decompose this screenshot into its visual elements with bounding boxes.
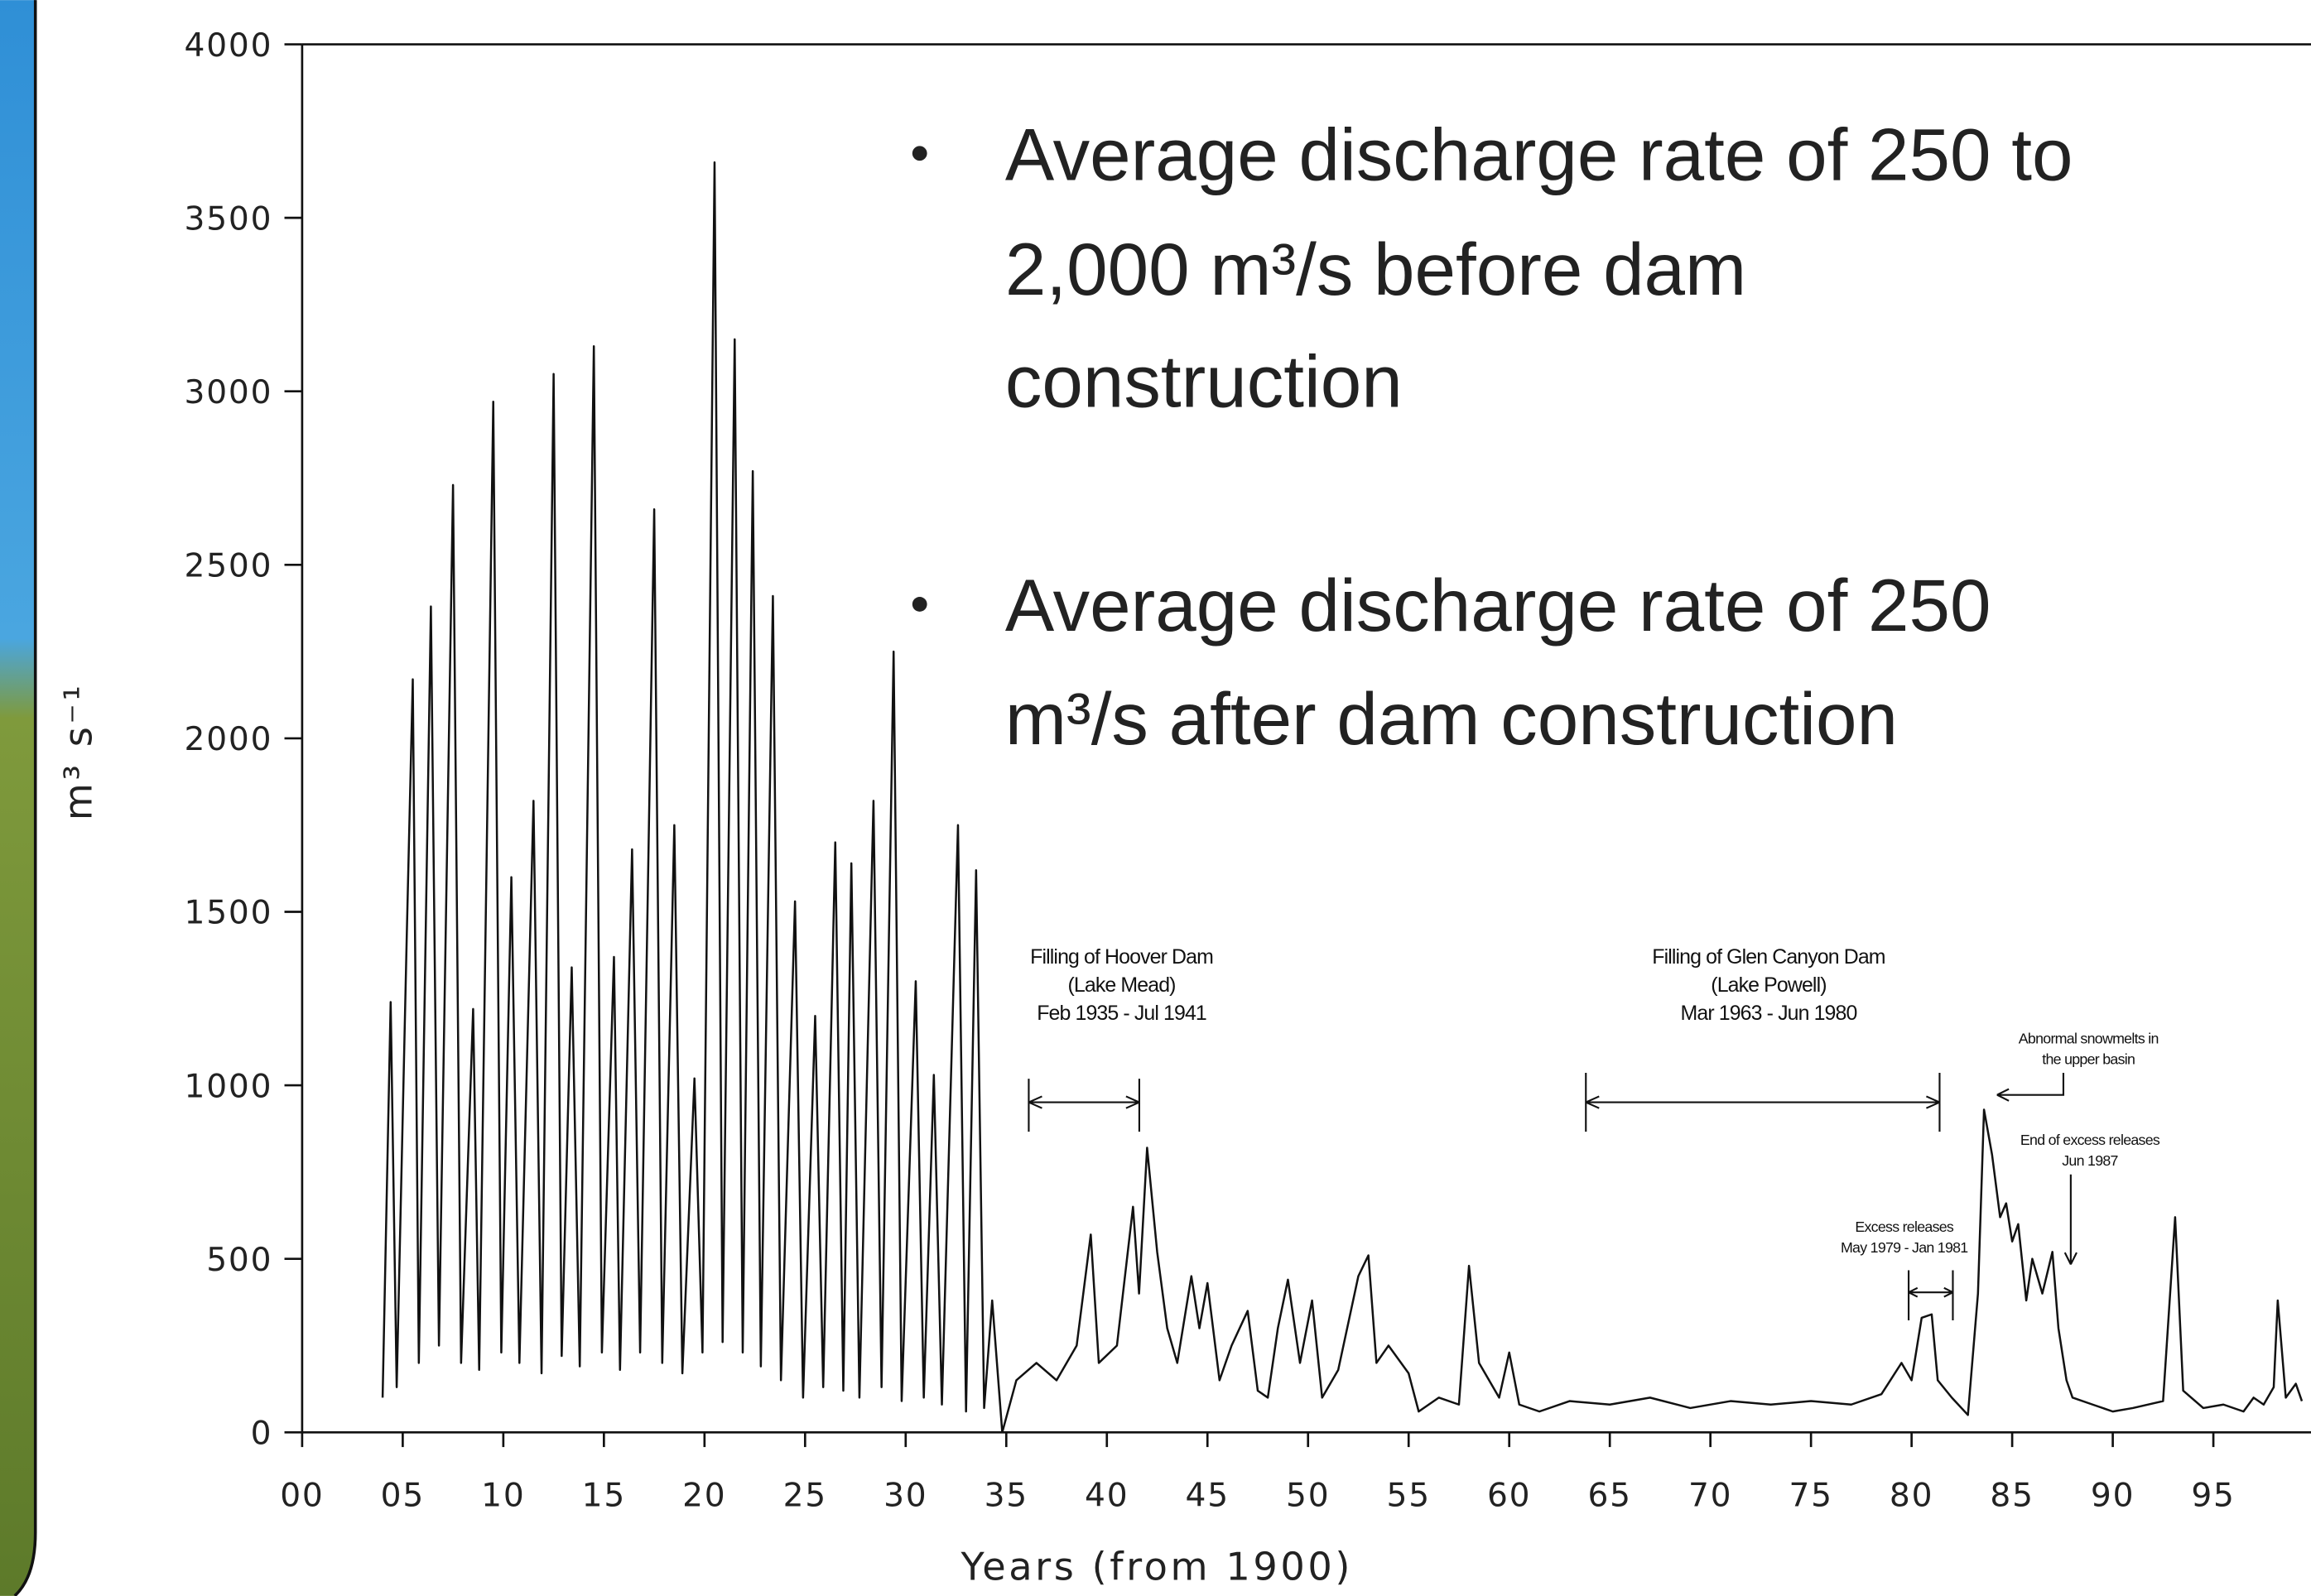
annotation-arrow bbox=[1028, 1079, 1140, 1132]
bullet-line: Average discharge rate of 250 to bbox=[1005, 113, 2073, 195]
x-tick-label: 60 bbox=[1487, 1477, 1531, 1514]
annotation: Mar 1963 - Jun 1980 bbox=[1681, 1002, 1857, 1025]
y-tick-label: 2500 bbox=[185, 548, 273, 585]
y-tick-label: 4000 bbox=[185, 27, 273, 65]
annotation-arrow bbox=[1996, 1072, 2065, 1102]
bullet-dot bbox=[912, 597, 927, 612]
annotation: Feb 1935 - Jul 1941 bbox=[1037, 1002, 1206, 1025]
x-tick-label: 75 bbox=[1789, 1477, 1832, 1514]
x-tick-label: 55 bbox=[1387, 1477, 1431, 1514]
x-tick-label: 15 bbox=[582, 1477, 626, 1514]
annotation: Filling of Hoover Dam bbox=[1030, 945, 1213, 969]
x-tick-label: 05 bbox=[381, 1477, 425, 1514]
x-tick-label: 10 bbox=[481, 1477, 525, 1514]
x-tick-label: 65 bbox=[1587, 1477, 1631, 1514]
x-tick-label: 25 bbox=[783, 1477, 827, 1514]
x-axis-title: Years (from 1900) bbox=[961, 1544, 1353, 1589]
x-tick-label: 85 bbox=[1990, 1477, 2034, 1514]
y-tick-label: 3000 bbox=[185, 374, 273, 411]
y-axis-title: m³ s⁻¹ bbox=[55, 683, 100, 821]
y-tick-label: 1500 bbox=[185, 895, 273, 932]
bullet-line: 2,000 m³/s before dam bbox=[1005, 228, 1746, 310]
bullet-line: m³/s after dam construction bbox=[1005, 677, 1898, 760]
annotation: Filling of Glen Canyon Dam bbox=[1652, 945, 1885, 969]
annotation: May 1979 - Jan 1981 bbox=[1841, 1239, 1968, 1256]
x-tick-label: 35 bbox=[985, 1477, 1028, 1514]
annotation: the upper basin bbox=[2042, 1050, 2135, 1067]
annotation: Jun 1987 bbox=[2062, 1152, 2117, 1169]
annotation: Excess releases bbox=[1855, 1219, 1954, 1235]
annotation-arrow bbox=[1907, 1270, 1954, 1321]
y-tick-label: 0 bbox=[251, 1416, 273, 1453]
x-tick-label: 50 bbox=[1286, 1477, 1330, 1514]
annotation: (Lake Mead) bbox=[1068, 973, 1176, 997]
x-tick-label: 70 bbox=[1688, 1477, 1732, 1514]
discharge-line bbox=[381, 161, 2304, 1434]
annotation-arrow bbox=[1585, 1072, 1941, 1132]
annotation: Abnormal snowmelts in bbox=[2019, 1030, 2159, 1046]
x-tick-label: 20 bbox=[682, 1477, 726, 1514]
bullet-line: construction bbox=[1005, 339, 1403, 422]
x-tick-label: 30 bbox=[883, 1477, 927, 1514]
y-tick-label: 500 bbox=[206, 1242, 272, 1279]
bullet-dot bbox=[912, 146, 927, 161]
annotation: End of excess releases bbox=[2020, 1132, 2160, 1148]
x-tick-label: 00 bbox=[280, 1477, 324, 1514]
x-tick-label: 80 bbox=[1890, 1477, 1933, 1514]
background-strip bbox=[0, 0, 36, 1596]
bullet-line: Average discharge rate of 250 bbox=[1005, 564, 1991, 647]
frame-edge bbox=[13, 0, 37, 1596]
x-tick-label: 40 bbox=[1085, 1477, 1129, 1514]
x-tick-label: 45 bbox=[1186, 1477, 1230, 1514]
plot bbox=[301, 43, 2311, 1448]
annotation-arrow bbox=[2063, 1174, 2077, 1265]
annotation: (Lake Powell) bbox=[1711, 973, 1826, 997]
y-tick-label: 2000 bbox=[185, 721, 273, 758]
x-tick-label: 90 bbox=[2091, 1477, 2135, 1514]
y-tick-label: 1000 bbox=[185, 1068, 273, 1105]
y-tick-label: 3500 bbox=[185, 200, 273, 238]
x-tick-label: 95 bbox=[2191, 1477, 2235, 1514]
